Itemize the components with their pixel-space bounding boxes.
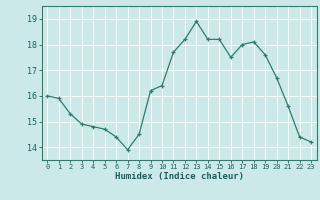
X-axis label: Humidex (Indice chaleur): Humidex (Indice chaleur) <box>115 172 244 181</box>
